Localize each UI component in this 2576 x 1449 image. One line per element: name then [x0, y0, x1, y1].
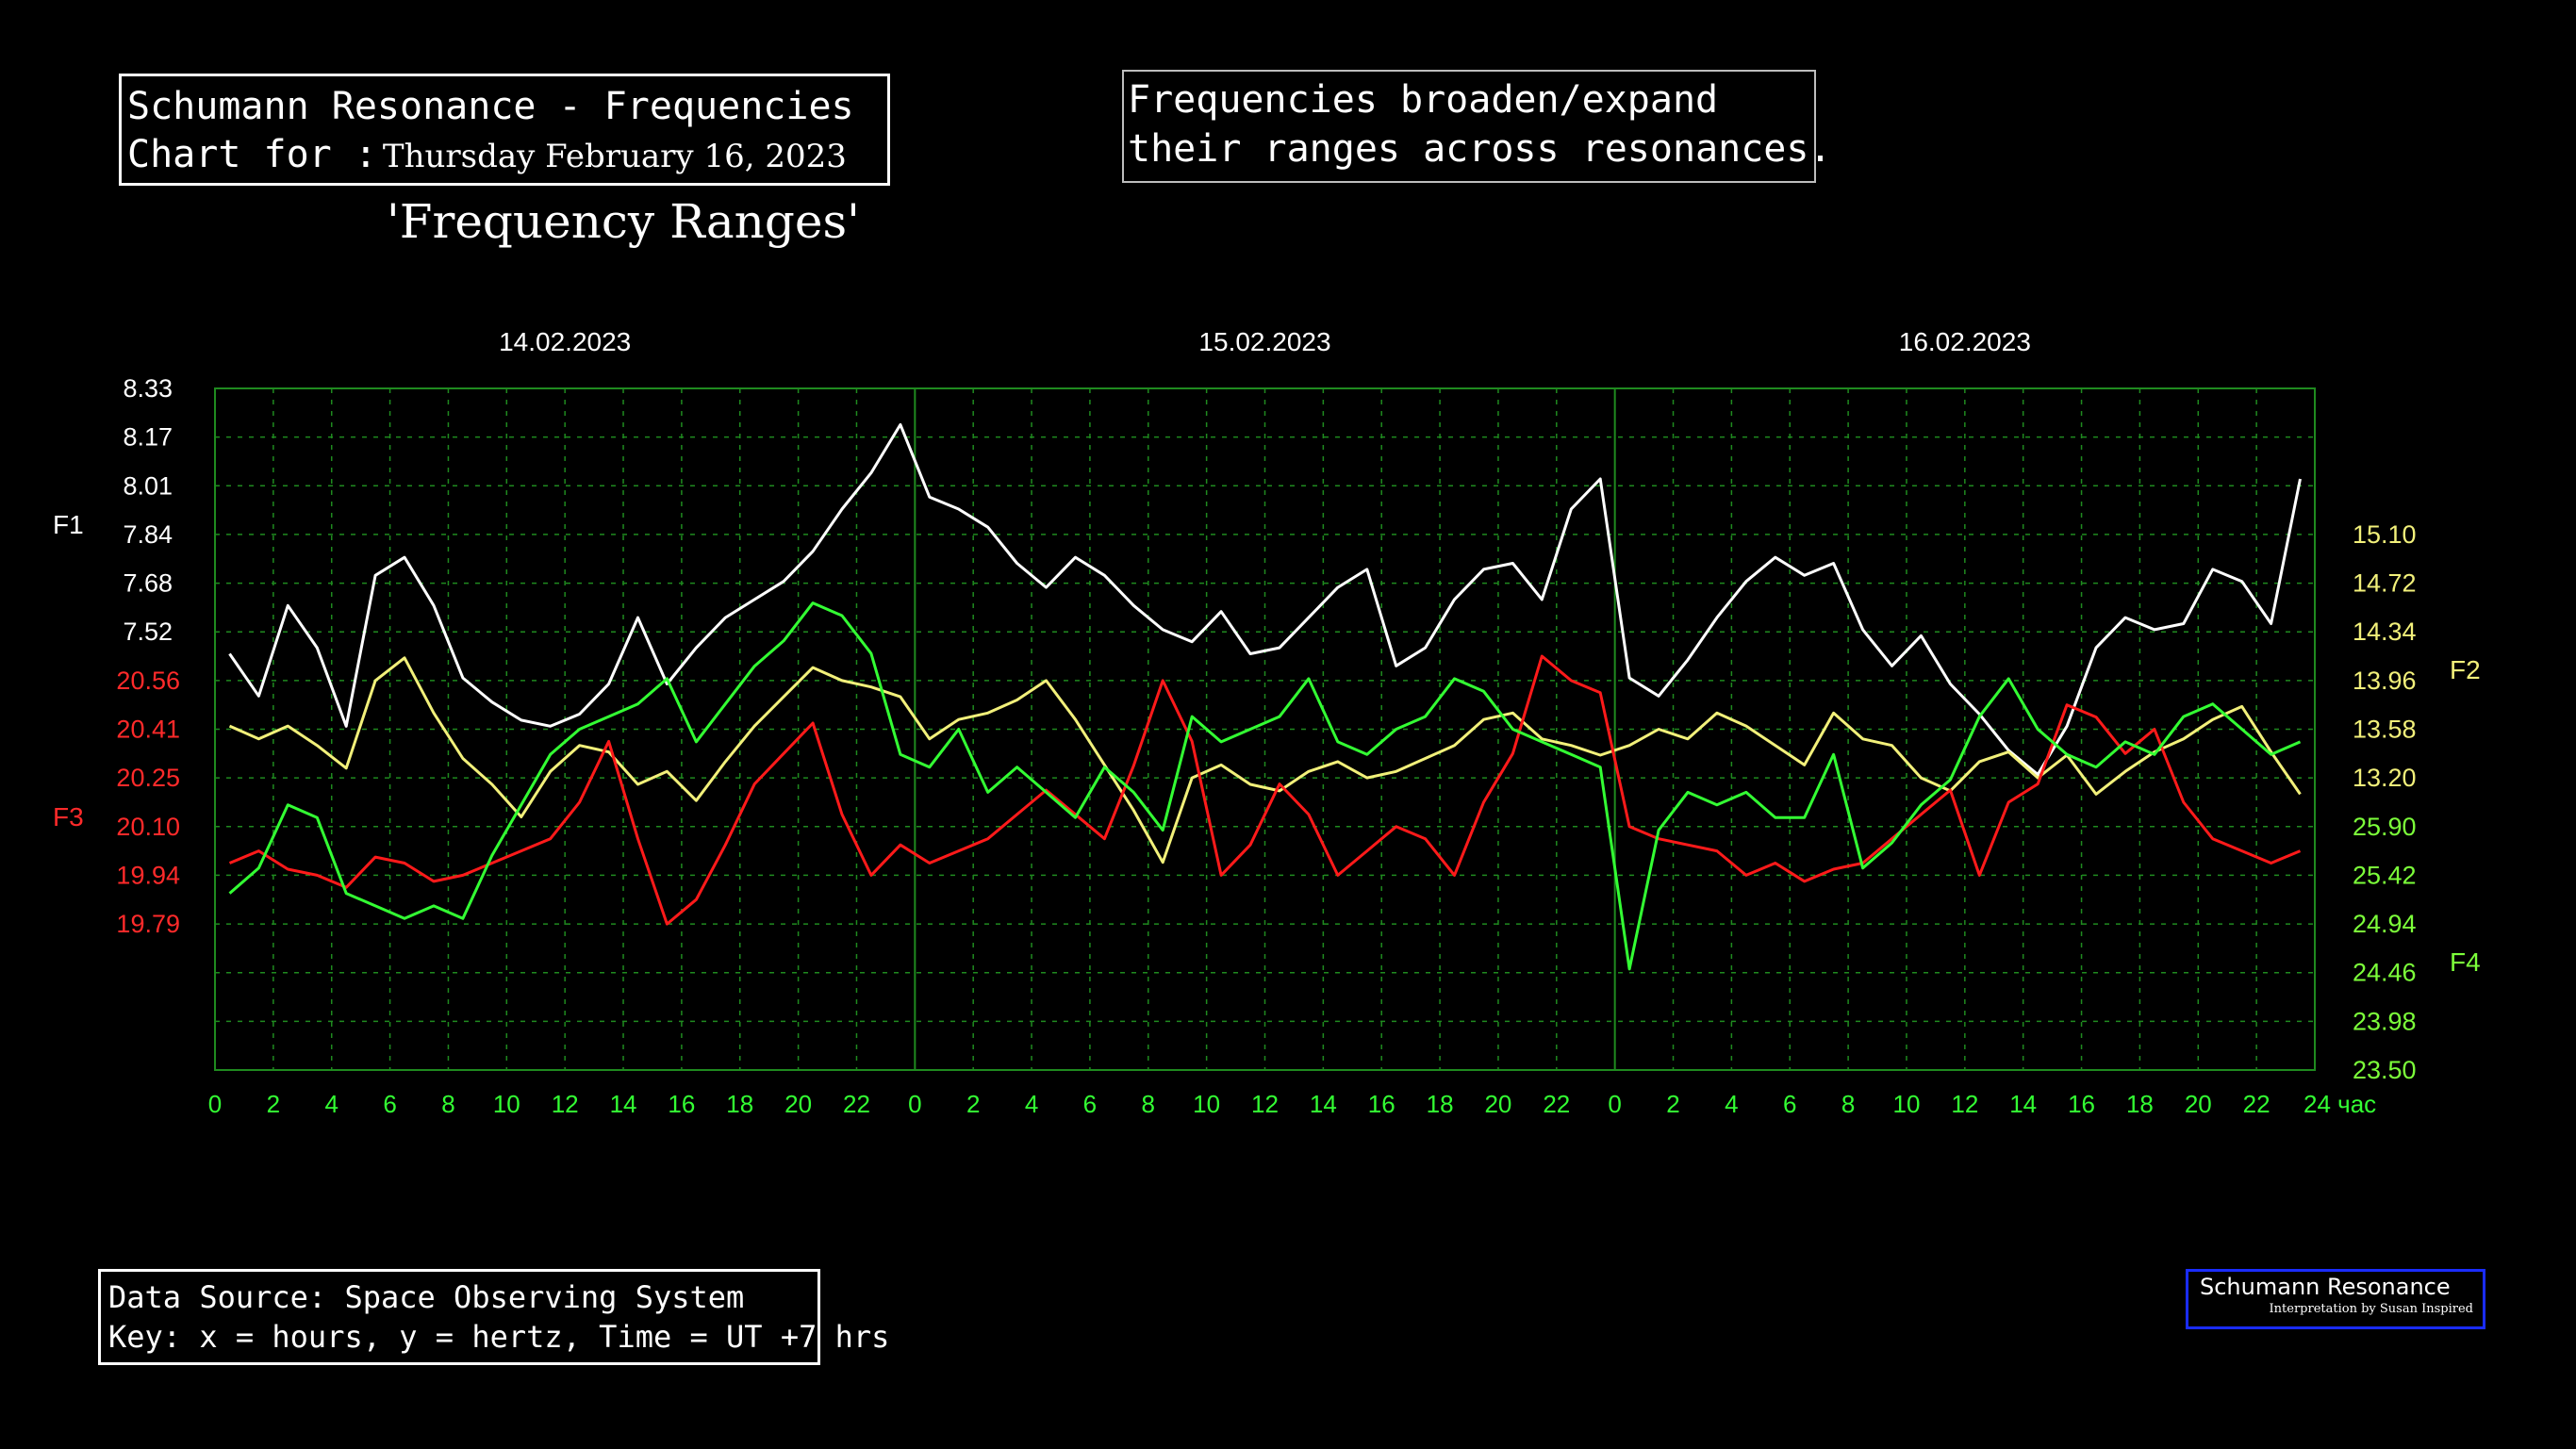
f3-axis-label: 20.25: [116, 764, 180, 792]
chart-date-line: Chart for : Thursday February 16, 2023: [127, 131, 887, 180]
x-tick-label: 14: [1310, 1090, 1337, 1118]
x-tick-label: 20: [2185, 1090, 2212, 1118]
series-label-f4: F4: [2450, 947, 2481, 977]
x-tick-label: 2: [1666, 1090, 1679, 1118]
f4-axis-label: 23.50: [2353, 1056, 2417, 1084]
x-tick-label: 20: [1484, 1090, 1511, 1118]
x-tick-label: 14: [2009, 1090, 2037, 1118]
x-tick-label: 0: [208, 1090, 222, 1118]
x-tick-label: 2: [966, 1090, 980, 1118]
x-tick-label: 6: [1783, 1090, 1796, 1118]
f3-axis-label: 19.79: [116, 910, 180, 938]
series-label-f2: F2: [2450, 655, 2481, 684]
x-tick-label: 0: [908, 1090, 921, 1118]
x-tick-label: 22: [843, 1090, 870, 1118]
x-tick-label: 4: [1725, 1090, 1738, 1118]
f4-axis-label: 23.98: [2353, 1007, 2417, 1035]
x-tick-label: 8: [1142, 1090, 1155, 1118]
chart-date: Thursday February 16, 2023: [382, 138, 847, 175]
x-tick-label: 6: [1083, 1090, 1097, 1118]
chart-title: Schumann Resonance - Frequencies: [127, 85, 854, 128]
source-box: Data Source: Space Observing System Key:…: [98, 1269, 890, 1365]
x-tick-label: 14: [610, 1090, 637, 1118]
x-tick-label: 22: [2243, 1090, 2271, 1118]
f1-axis-label: 8.01: [123, 471, 173, 500]
f2-axis-label: 13.58: [2353, 716, 2417, 744]
x-tick-label: 24 час: [2304, 1090, 2376, 1118]
f1-axis-label: 7.52: [123, 617, 173, 646]
f2-axis-label: 13.20: [2353, 764, 2417, 792]
data-source-text: Data Source: Space Observing System: [108, 1279, 745, 1315]
f3-axis-label: 20.41: [116, 716, 180, 744]
f4-axis-label: 25.42: [2353, 861, 2417, 889]
x-tick-label: 18: [1427, 1090, 1454, 1118]
series-name-labels: F1 F3 F2 F4: [53, 510, 2481, 977]
f1-axis-label: 7.84: [123, 520, 173, 549]
x-axis-ticks: 0 2 4 6 8 10 12 14 16 18 20 22 0 2 4 6 8 10 12 14 16 18 20 22 0 2…: [208, 1090, 2376, 1118]
key-text: Key: x = hours, y = hertz, Time = UT +7 …: [108, 1319, 890, 1355]
note-box: Frequencies broaden/expand their ranges …: [1122, 70, 1832, 183]
f3-axis-label: 20.10: [116, 813, 180, 841]
day-label: 15.02.2023: [1198, 327, 1330, 356]
series-line-f3: [228, 654, 2302, 926]
brand-subtitle: Interpretation by Susan Inspired: [2269, 1302, 2473, 1316]
x-tick-label: 12: [1951, 1090, 1978, 1118]
title-box: Schumann Resonance - Frequencies Chart f…: [119, 74, 890, 186]
right-axis-labels: 15.10 14.72 14.34 13.96 13.58 13.20 25.90 25.42…: [2353, 520, 2417, 1084]
f2-axis-label: 14.34: [2353, 617, 2417, 646]
series-line-f2: [228, 656, 2302, 864]
f3-axis-label: 20.56: [116, 667, 180, 695]
x-tick-label: 10: [1193, 1090, 1220, 1118]
day-label: 14.02.2023: [499, 327, 631, 356]
chart-subtitle: 'Frequency Ranges': [387, 194, 860, 249]
x-tick-label: 12: [552, 1090, 579, 1118]
f4-axis-label: 24.46: [2353, 959, 2417, 987]
series-label-f3: F3: [53, 802, 84, 832]
series-lines: [228, 422, 2302, 971]
f4-axis-label: 25.90: [2353, 813, 2417, 841]
note-line-2: their ranges across resonances.: [1128, 127, 1832, 171]
x-tick-label: 18: [2126, 1090, 2154, 1118]
series-line-f1: [228, 422, 2302, 776]
f1-axis-label: 8.17: [123, 423, 173, 452]
f4-axis-label: 24.94: [2353, 910, 2417, 938]
chart-for-label: Chart for :: [127, 133, 377, 176]
x-tick-label: 8: [441, 1090, 454, 1118]
x-tick-label: 0: [1608, 1090, 1621, 1118]
f3-axis-label: 19.94: [116, 861, 180, 889]
note-line-1: Frequencies broaden/expand: [1128, 78, 1719, 122]
x-tick-label: 10: [493, 1090, 520, 1118]
x-tick-label: 12: [1251, 1090, 1279, 1118]
x-tick-label: 6: [383, 1090, 396, 1118]
f2-axis-label: 15.10: [2353, 520, 2417, 549]
f2-axis-label: 14.72: [2353, 569, 2417, 598]
series-label-f1: F1: [53, 510, 84, 539]
x-tick-label: 16: [668, 1090, 695, 1118]
x-tick-label: 16: [1368, 1090, 1395, 1118]
day-label: 16.02.2023: [1899, 327, 2031, 356]
series-line-f4: [228, 601, 2302, 971]
x-tick-label: 16: [2068, 1090, 2095, 1118]
x-tick-label: 4: [1025, 1090, 1038, 1118]
f1-axis-label: 8.33: [123, 374, 173, 403]
left-axis-labels: 8.33 8.17 8.01 7.84 7.68 7.52 20.56 20.41 20.25 2…: [116, 374, 180, 938]
brand-box: Schumann Resonance Interpretation by Sus…: [2186, 1269, 2485, 1329]
x-tick-label: 22: [1543, 1090, 1570, 1118]
brand-title: Schumann Resonance: [2200, 1274, 2451, 1300]
x-tick-label: 2: [267, 1090, 280, 1118]
f2-axis-label: 13.96: [2353, 667, 2417, 695]
chart-grid: [214, 387, 2316, 1071]
x-tick-label: 20: [784, 1090, 812, 1118]
x-tick-label: 8: [1841, 1090, 1855, 1118]
x-tick-label: 10: [1893, 1090, 1921, 1118]
x-tick-label: 4: [324, 1090, 338, 1118]
f1-axis-label: 7.68: [123, 569, 173, 598]
x-tick-label: 18: [726, 1090, 753, 1118]
day-labels: 14.02.2023 15.02.2023 16.02.2023: [499, 327, 2031, 356]
